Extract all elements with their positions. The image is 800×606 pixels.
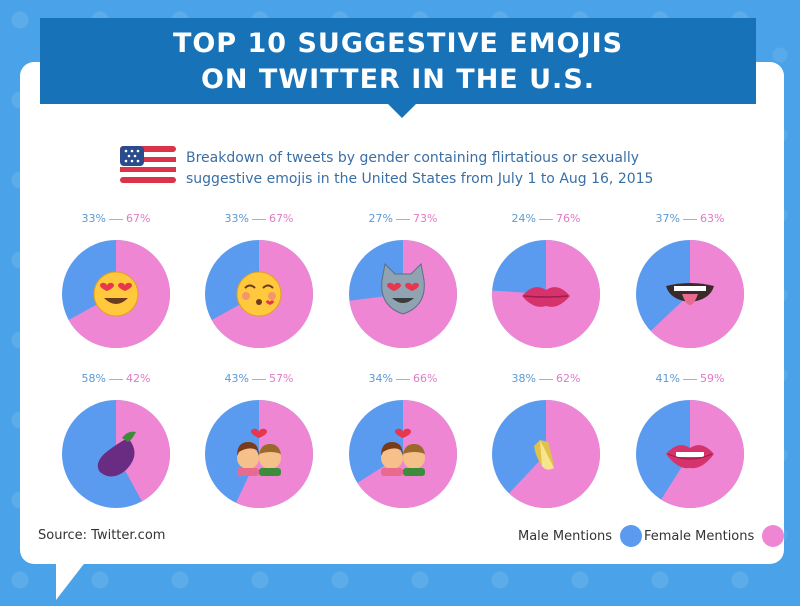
couple-with-heart-icon: [381, 428, 425, 476]
kissing-couple-icon: [237, 428, 281, 476]
pie-chart-labels: 27% 73%: [343, 212, 463, 228]
ribbon-pointer: [388, 104, 416, 118]
page-title-line-2: ON TWITTER IN THE U.S.: [200, 64, 596, 95]
male-percent-label: 34%: [368, 372, 393, 385]
us-flag-icon: [120, 146, 176, 186]
pie-chart: 34% 66%: [343, 372, 463, 512]
female-percent-label: 67%: [269, 212, 294, 225]
legend-male-label: Male Mentions: [518, 528, 613, 544]
female-percent-label: 62%: [556, 372, 581, 385]
male-percent-label: 33%: [81, 212, 106, 225]
banana-icon: [534, 440, 554, 470]
label-separator: [683, 219, 697, 220]
pie-chart-labels: 33% 67%: [56, 212, 176, 228]
pie-svg: [62, 400, 170, 508]
label-separator: [539, 219, 553, 220]
female-slice: [116, 400, 170, 502]
eggplant-icon: [97, 431, 136, 477]
female-percent-label: 59%: [700, 372, 725, 385]
legend-female-swatch: [762, 525, 785, 547]
male-percent-label: 38%: [511, 372, 536, 385]
pie-chart-labels: 24% 76%: [486, 212, 606, 228]
pie-chart: 43% 57%: [199, 372, 319, 512]
pie-chart: 37% 63%: [630, 212, 750, 352]
pie-svg: [636, 400, 745, 508]
pie-chart: 38% 62%: [486, 372, 606, 512]
male-percent-label: 41%: [655, 372, 680, 385]
source-note: Source: Twitter.com: [38, 528, 166, 543]
female-percent-label: 73%: [413, 212, 438, 225]
male-percent-label: 58%: [81, 372, 106, 385]
pie-chart: 27% 73%: [343, 212, 463, 352]
kissing-blushing-face-icon: [236, 271, 282, 317]
speech-bubble-tail: [56, 556, 90, 600]
legend-male: Male Mentions: [518, 525, 643, 547]
pie-svg: [636, 240, 745, 348]
female-percent-label: 63%: [700, 212, 725, 225]
heart-eyes-face-icon: [93, 271, 139, 317]
label-separator: [539, 379, 553, 380]
label-separator: [109, 379, 123, 380]
heart-eyes-cat-icon: [381, 262, 425, 315]
pie-chart: 41% 59%: [630, 372, 750, 512]
pie-chart-labels: 33% 67%: [199, 212, 319, 228]
female-percent-label: 42%: [126, 372, 151, 385]
lips-icon: [666, 445, 714, 469]
male-percent-label: 27%: [368, 212, 393, 225]
legend-female: Female Mentions: [644, 525, 785, 547]
legend-male-swatch: [620, 525, 643, 547]
pie-svg: [492, 240, 601, 348]
legend-female-label: Female Mentions: [644, 528, 755, 544]
pie-chart: 33% 67%: [199, 212, 319, 352]
pie-chart-labels: 34% 66%: [343, 372, 463, 388]
male-percent-label: 43%: [224, 372, 249, 385]
label-separator: [396, 379, 410, 380]
male-percent-label: 24%: [511, 212, 536, 225]
female-percent-label: 57%: [269, 372, 294, 385]
female-percent-label: 67%: [126, 212, 151, 225]
label-separator: [683, 379, 697, 380]
kiss-lips-icon: [522, 287, 570, 307]
label-separator: [396, 219, 410, 220]
pie-chart-labels: 58% 42%: [56, 372, 176, 388]
label-separator: [252, 379, 266, 380]
label-separator: [109, 219, 123, 220]
pie-chart-labels: 38% 62%: [486, 372, 606, 388]
pie-chart: 58% 42%: [56, 372, 176, 512]
page-title-line-1: TOP 10 SUGGESTIVE EMOJIS: [172, 28, 624, 59]
title-ribbon: TOP 10 SUGGESTIVE EMOJIS ON TWITTER IN T…: [40, 18, 756, 104]
subtitle: Breakdown of tweets by gender containing…: [186, 148, 746, 190]
pie-svg: [349, 400, 458, 508]
pie-svg: [349, 240, 458, 348]
pie-chart: 33% 67%: [56, 212, 176, 352]
tongue-out-mouth-icon: [666, 283, 714, 305]
male-percent-label: 33%: [224, 212, 249, 225]
label-separator: [252, 219, 266, 220]
pie-svg: [62, 240, 171, 348]
male-percent-label: 37%: [655, 212, 680, 225]
subtitle-line-2: suggestive emojis in the United States f…: [186, 171, 654, 187]
female-percent-label: 66%: [413, 372, 438, 385]
pie-chart-labels: 43% 57%: [199, 372, 319, 388]
pie-svg: [492, 400, 601, 508]
female-percent-label: 76%: [556, 212, 581, 225]
female-slice: [509, 400, 601, 508]
pie-chart-labels: 37% 63%: [630, 212, 750, 228]
pie-chart-labels: 41% 59%: [630, 372, 750, 388]
subtitle-line-1: Breakdown of tweets by gender containing…: [186, 150, 640, 166]
pie-chart: 24% 76%: [486, 212, 606, 352]
pie-svg: [205, 400, 314, 508]
pie-svg: [205, 240, 314, 348]
